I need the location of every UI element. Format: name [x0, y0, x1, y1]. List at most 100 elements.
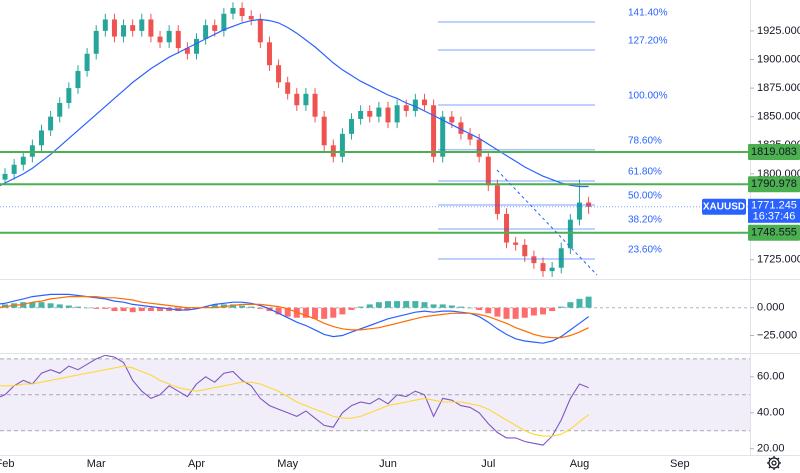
candle-body	[130, 25, 136, 31]
candle-body	[349, 118, 355, 134]
candle-body	[504, 213, 510, 243]
candle-body	[266, 42, 272, 66]
candle-body	[531, 256, 537, 264]
candle-body	[294, 93, 300, 106]
histogram-bar	[467, 307, 474, 309]
axes: 1925.0001900.0001875.0001850.0001825.000…	[0, 25, 800, 470]
fib-label: 50.00%	[628, 191, 662, 202]
price-pane: 141.40% 127.20% 100.00% 78.60% 61.80% 50.00% 3…	[0, 2, 750, 277]
candle-body	[2, 173, 8, 180]
histogram-bar	[84, 307, 91, 309]
histogram-bar	[330, 307, 337, 318]
candle-body	[57, 102, 63, 117]
macd-pane	[0, 293, 750, 344]
candle-body	[11, 164, 17, 174]
histogram-bar	[585, 296, 592, 308]
histogram-bar	[403, 301, 410, 308]
x-tick-label: Sep	[670, 458, 690, 470]
candle-body	[111, 19, 117, 37]
candle-body	[239, 8, 245, 17]
x-tick-label: Jul	[481, 458, 495, 470]
level-tag	[748, 224, 800, 241]
histogram-bar	[558, 306, 565, 308]
settings-icon[interactable]	[767, 456, 781, 470]
candle-body	[330, 145, 336, 157]
candle-body	[449, 116, 455, 123]
candle-body	[403, 105, 409, 111]
rsi-line	[0, 355, 589, 446]
candle-body	[230, 8, 236, 14]
rsi-pane	[0, 355, 750, 446]
histogram-bar	[302, 307, 309, 318]
candle-body	[358, 110, 364, 119]
histogram-bar	[375, 302, 382, 308]
histogram-bar	[157, 307, 164, 312]
candle-body	[394, 105, 400, 123]
candle-body	[84, 53, 90, 71]
candle-body	[194, 38, 200, 54]
y-tick-label: 40.00	[757, 407, 785, 419]
histogram-bar	[93, 307, 100, 309]
candle-body	[75, 70, 81, 89]
candle-body	[421, 99, 427, 106]
candle-body	[38, 130, 44, 146]
signal-line	[0, 296, 589, 339]
level-tag	[748, 176, 800, 193]
histogram-bar	[521, 307, 528, 318]
candle-body	[339, 133, 345, 157]
histogram-bar	[120, 307, 127, 312]
candle-body	[166, 30, 172, 43]
fib-label: 23.60%	[628, 245, 662, 256]
histogram-bar	[129, 307, 136, 313]
histogram-bar	[457, 306, 464, 308]
candle-body	[303, 93, 309, 106]
candle-body	[221, 13, 227, 31]
histogram-bar	[439, 304, 446, 308]
histogram-bar	[494, 307, 501, 317]
candle-body	[212, 25, 218, 31]
histogram-bar	[138, 307, 145, 312]
trend-line	[496, 169, 598, 276]
x-tick-label: Feb	[0, 458, 14, 470]
y-tick-label: 20.00	[757, 443, 785, 455]
histogram-bar	[394, 301, 401, 308]
histogram-bar	[512, 307, 519, 319]
fib-label: 78.60%	[628, 136, 662, 147]
moving-average	[0, 18, 589, 188]
countdown: 16:37:46	[753, 211, 796, 223]
candle-body	[540, 263, 546, 272]
candle-body	[175, 30, 181, 49]
histogram-bar	[448, 305, 455, 308]
x-tick-label: May	[277, 458, 298, 470]
y-tick-label: 1725.000	[757, 254, 800, 266]
candle-body	[567, 219, 573, 249]
histogram-bar	[38, 302, 45, 308]
histogram-bar	[357, 306, 364, 308]
fib-label: 61.80%	[628, 167, 662, 178]
level-tag-label: 1819.083	[751, 146, 797, 158]
histogram-bar	[503, 307, 510, 319]
histogram-bar	[421, 302, 428, 308]
y-tick-label: 1925.000	[757, 25, 800, 37]
rsi-line	[0, 365, 589, 437]
histogram-bar	[47, 303, 54, 308]
histogram-bar	[257, 307, 264, 309]
candle-body	[148, 19, 154, 37]
y-tick-label: 0.000	[757, 302, 785, 314]
y-tick-label: 60.00	[757, 371, 785, 383]
candle-body	[276, 65, 282, 83]
symbol-label: XAUUSD	[703, 201, 745, 212]
candle-body	[248, 16, 254, 20]
y-tick-label: 1900.000	[757, 53, 800, 65]
y-tick-label: 1875.000	[757, 82, 800, 94]
candle-body	[257, 19, 263, 43]
fib-label: 127.20%	[628, 36, 668, 47]
candle-body	[157, 36, 163, 43]
candle-body	[485, 156, 491, 186]
histogram-bar	[530, 307, 537, 316]
last-price-label: 1771.245	[751, 200, 797, 212]
candle-body	[494, 185, 500, 214]
fib-label: 38.20%	[628, 215, 662, 226]
histogram-bar	[56, 304, 63, 308]
histogram-bar	[102, 307, 109, 309]
